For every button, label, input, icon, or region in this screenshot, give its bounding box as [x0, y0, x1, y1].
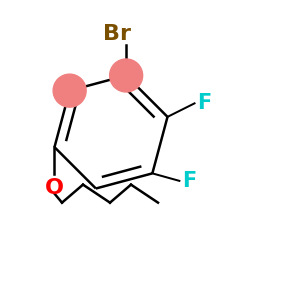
Text: O: O — [45, 178, 64, 198]
Circle shape — [110, 59, 142, 92]
Text: F: F — [197, 93, 212, 113]
Text: Br: Br — [103, 24, 131, 44]
Text: F: F — [182, 171, 197, 191]
Circle shape — [53, 74, 86, 107]
